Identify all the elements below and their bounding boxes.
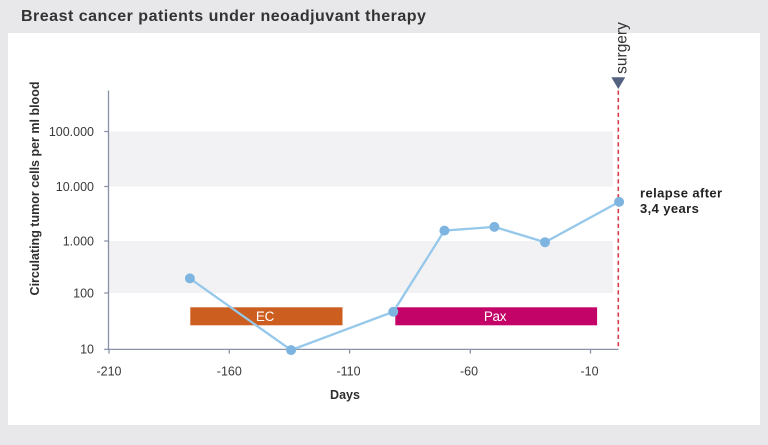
svg-text:10.000: 10.000 [56, 180, 94, 194]
svg-text:100.000: 100.000 [49, 125, 94, 139]
svg-text:-210: -210 [96, 364, 121, 378]
svg-text:Circulating tumor cells per ml: Circulating tumor cells per ml blood [28, 82, 42, 296]
svg-text:100: 100 [73, 286, 94, 300]
svg-text:EC: EC [256, 309, 275, 324]
svg-text:-160: -160 [217, 364, 242, 378]
svg-text:Pax: Pax [484, 309, 507, 324]
svg-text:-110: -110 [336, 364, 360, 378]
svg-text:10: 10 [80, 343, 94, 357]
svg-text:-60: -60 [460, 364, 478, 378]
svg-text:Days: Days [330, 388, 360, 402]
svg-text:-10: -10 [580, 364, 598, 378]
svg-text:surgery: surgery [614, 22, 631, 74]
svg-text:relapse after: relapse after [640, 185, 723, 200]
svg-text:3,4 years: 3,4 years [640, 201, 699, 216]
svg-text:1.000: 1.000 [63, 234, 94, 248]
